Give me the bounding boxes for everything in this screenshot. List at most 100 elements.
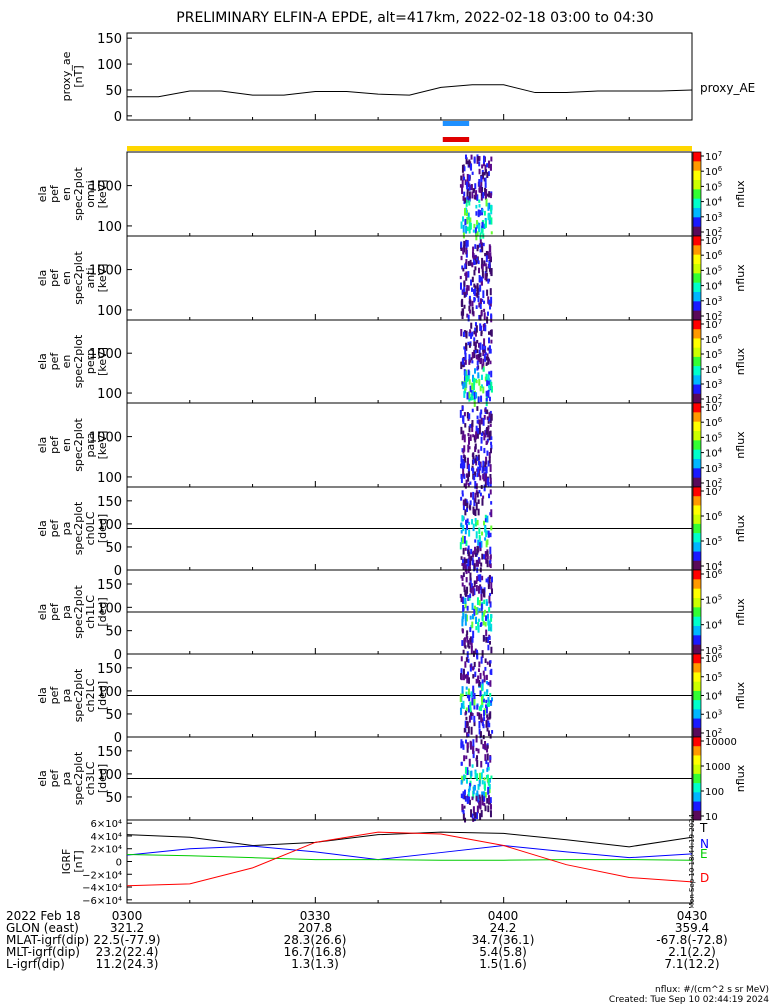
spectrogram-cell xyxy=(464,347,467,355)
spectrogram-cell xyxy=(478,419,481,428)
colorbar-segment xyxy=(693,644,701,655)
spectrogram-cell xyxy=(465,686,468,690)
spectrogram-cell xyxy=(470,645,473,654)
y-axis-label-line: pef xyxy=(48,686,61,705)
spectrogram-cell xyxy=(467,733,470,738)
spectrogram-cell xyxy=(482,290,485,299)
spectrogram-cell xyxy=(463,382,466,388)
spectrogram-cell xyxy=(465,716,468,720)
spectrogram-cell xyxy=(483,172,486,176)
footer-row-value: 207.8 xyxy=(297,921,333,935)
spectrogram-cell xyxy=(460,556,463,560)
spectrogram-cell xyxy=(477,784,480,790)
spectrogram-cell xyxy=(462,308,465,316)
spectrogram-cell xyxy=(478,712,481,720)
spectrogram-cell xyxy=(461,616,464,623)
spectrogram-cell xyxy=(483,484,486,492)
spectrogram-cell xyxy=(459,542,462,550)
units-note: nflux: #/(cm^2 s sr MeV) xyxy=(655,985,769,995)
spectrogram-cell xyxy=(464,509,467,516)
spectrogram-cell xyxy=(467,565,470,574)
spectrogram-cell xyxy=(485,477,488,483)
colorbar-segment xyxy=(693,264,701,274)
spectrogram-cell xyxy=(465,330,468,339)
spectrogram-cell xyxy=(484,518,487,522)
spectrogram-cell xyxy=(464,601,467,609)
colorbar-tick-label: 107 xyxy=(705,318,722,331)
spectrogram-cell xyxy=(464,547,467,551)
colorbar-segment xyxy=(693,718,701,729)
spectrogram-cell xyxy=(464,564,467,573)
spectrogram-cell xyxy=(489,627,492,631)
spectrogram-cell xyxy=(471,614,474,620)
spectrogram-cell xyxy=(488,433,491,441)
igrf-ylabel: IGRF [nT] xyxy=(60,849,85,875)
y-axis-label-line: [keV] xyxy=(96,264,109,293)
spectrogram-cell xyxy=(462,247,465,255)
spectrogram-cell xyxy=(464,597,467,605)
y-axis-label-line: pa xyxy=(60,772,73,786)
spectrogram-cell xyxy=(460,780,463,785)
spectrogram-frame-4 xyxy=(126,402,693,488)
spectrogram-cell xyxy=(479,249,482,253)
spectrogram-cell xyxy=(465,209,468,217)
spectrogram-cell xyxy=(474,285,477,292)
footer-ephemeris: 2022 Feb 18 0300 0330 0400 0430 GLON (east) 32… xyxy=(0,908,775,1005)
created-note: Created: Tue Sep 10 02:44:19 2024 xyxy=(608,995,769,1005)
spectrogram-cell xyxy=(485,578,488,583)
spectrogram-cell xyxy=(489,546,492,555)
spectrogram-cell xyxy=(482,460,485,467)
spectrogram-cell xyxy=(468,582,471,586)
spectrogram-cell xyxy=(484,252,487,257)
spectrogram-cell xyxy=(483,783,486,791)
y-tick-label: 100 xyxy=(97,220,122,235)
spectrogram-cell xyxy=(463,789,466,795)
spectrogram-cell xyxy=(467,798,470,804)
spectrogram-cell xyxy=(478,728,481,735)
colorbar-segment xyxy=(693,514,701,525)
spectrogram-cell xyxy=(483,447,486,454)
spectrogram-cell xyxy=(478,772,481,778)
spectrogram-cell xyxy=(490,339,493,344)
spectrogram-cell xyxy=(483,349,486,354)
spectrogram-cell xyxy=(487,251,490,259)
spectrogram-cell xyxy=(478,243,481,248)
colorbar-segment xyxy=(693,366,701,376)
spectrogram-cell xyxy=(475,257,478,261)
y-tick-label: 0 xyxy=(116,858,122,869)
colorbar-segment xyxy=(693,449,701,460)
spectrogram-cell xyxy=(461,186,464,194)
spectrogram-ylabel-7: ela pef pa spec2plot ch2LC [deg] xyxy=(36,668,109,722)
spectrogram-cell xyxy=(487,795,490,803)
spectrogram-cell xyxy=(490,525,493,531)
spectrogram-cell xyxy=(485,255,488,263)
spectrogram-cell xyxy=(485,356,488,361)
colorbar-tick-label: 102 xyxy=(705,727,722,740)
spectrogram-cell xyxy=(473,661,476,668)
spectrogram-cell xyxy=(476,563,479,567)
spectrogram-cell xyxy=(490,329,493,337)
spectrogram-cell xyxy=(473,223,476,229)
spectrogram-cell xyxy=(463,455,466,461)
spectrogram-cell xyxy=(467,196,470,203)
spectrogram-cell xyxy=(463,176,466,181)
spectrogram-cells-1 xyxy=(459,154,493,241)
spectrogram-cell xyxy=(472,456,475,464)
spectrogram-cell xyxy=(473,341,476,346)
spectrogram-cell xyxy=(475,580,478,585)
colorbar-tick-label: 105 xyxy=(705,348,722,361)
spectrogram-cell xyxy=(467,271,470,278)
spectrogram-cell xyxy=(477,260,480,265)
colorbar-segment xyxy=(693,690,701,701)
spectrogram-cell xyxy=(473,349,476,358)
spectrogram-cell xyxy=(459,184,462,188)
spectrogram-cell xyxy=(463,755,466,762)
spectrogram-cell xyxy=(490,370,493,378)
spectrogram-cell xyxy=(477,419,480,425)
spectrogram-cell xyxy=(480,417,483,425)
spectrogram-cell xyxy=(477,798,480,803)
spectrogram-cell xyxy=(460,537,463,542)
spectrogram-cell xyxy=(485,466,488,474)
spectrogram-cell xyxy=(461,691,464,697)
spectrogram-cell xyxy=(484,263,487,267)
